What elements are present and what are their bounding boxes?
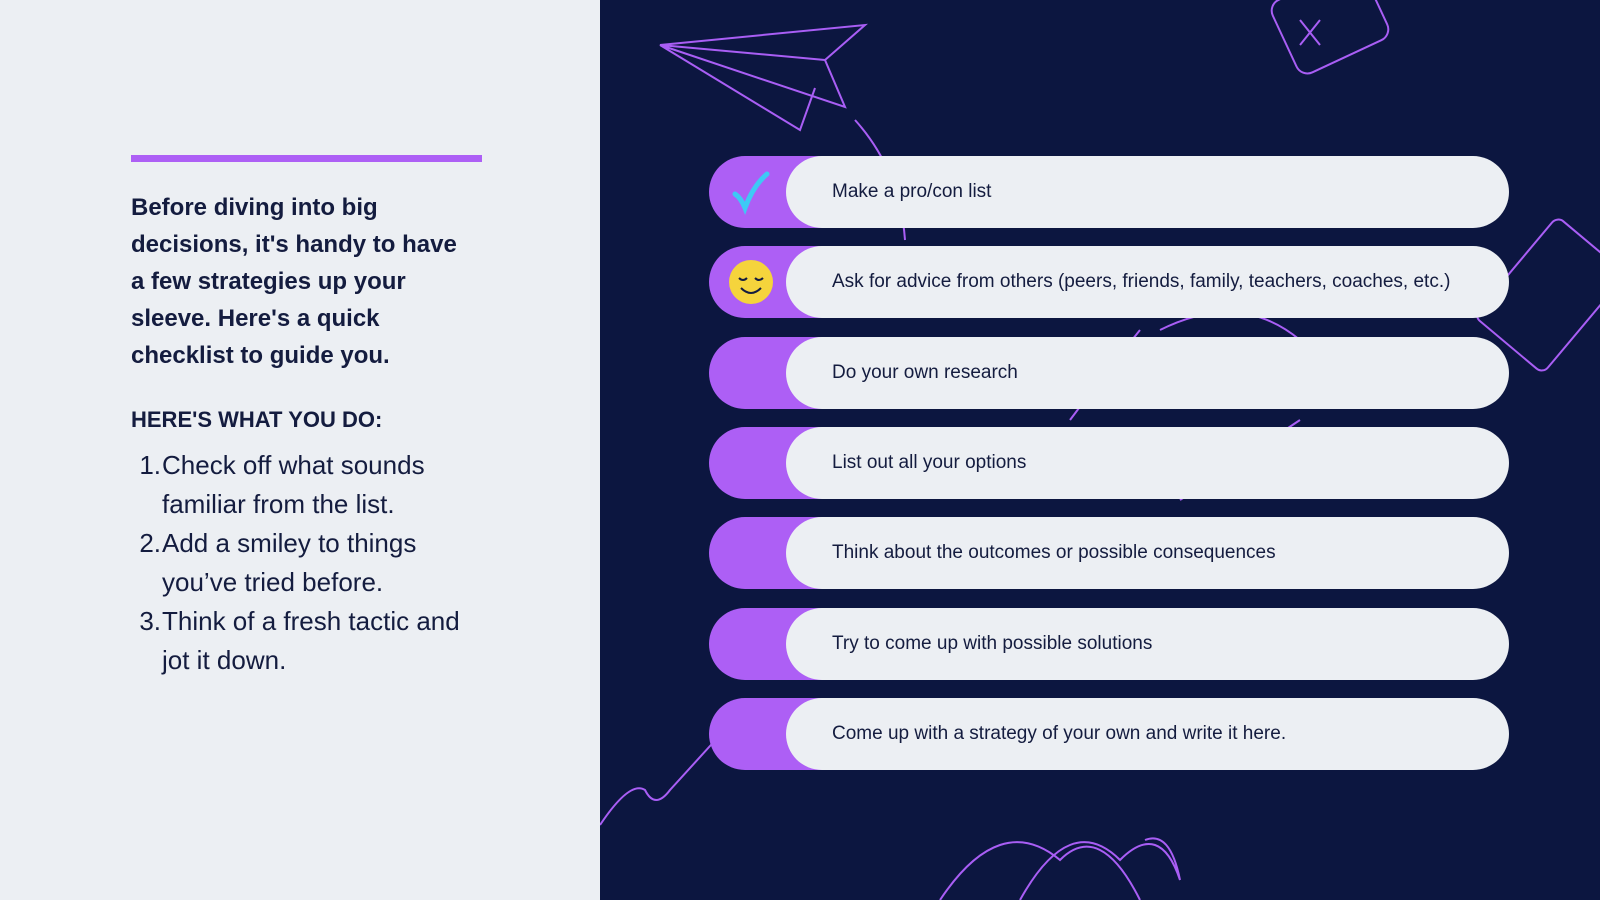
- step-text: Add a smiley to things you’ve tried befo…: [162, 528, 417, 597]
- checklist-item: List out all your options: [709, 427, 1509, 499]
- item-text: Do your own research: [832, 362, 1018, 383]
- checklist-item: Make a pro/con list: [709, 156, 1509, 228]
- step-number: 3.: [139, 606, 161, 636]
- calculator-x: [1299, 19, 1321, 46]
- item-text: Make a pro/con list: [832, 181, 992, 202]
- checklist-item: Think about the outcomes or possible con…: [709, 517, 1509, 589]
- item-pill: Do your own research: [786, 337, 1509, 409]
- item-pill: Think about the outcomes or possible con…: [786, 517, 1509, 589]
- scribble: [939, 837, 1181, 900]
- check-icon: [732, 171, 770, 216]
- calculator: [1270, 0, 1390, 75]
- instructions-heading: HERE'S WHAT YOU DO:: [131, 407, 383, 432]
- step-number: 1.: [139, 450, 161, 480]
- smiley-icon: [729, 260, 773, 304]
- step-text: Think of a fresh tactic and jot it down.: [162, 606, 460, 675]
- squiggle: [600, 734, 721, 826]
- accent-bar: [131, 155, 482, 162]
- left-panel: Before diving into big decisions, it's h…: [0, 0, 600, 900]
- step: 3. Think of a fresh tactic and jot it dow…: [131, 602, 471, 680]
- item-text: Ask for advice from others (peers, frien…: [832, 271, 1451, 292]
- checklist-item: Come up with a strategy of your own and …: [709, 698, 1509, 770]
- checklist-item: Try to come up with possible solutions: [709, 608, 1509, 680]
- item-pill: Ask for advice from others (peers, frien…: [786, 246, 1509, 318]
- checklist-item: Do your own research: [709, 337, 1509, 409]
- item-pill: Make a pro/con list: [786, 156, 1509, 228]
- checklist-item: Ask for advice from others (peers, frien…: [709, 246, 1509, 318]
- item-pill: Try to come up with possible solutions: [786, 608, 1509, 680]
- step-number: 2.: [139, 528, 161, 558]
- item-text: Think about the outcomes or possible con…: [832, 542, 1276, 563]
- paper-plane: [659, 23, 869, 132]
- step-text: Check off what sounds familiar from the …: [162, 450, 425, 519]
- item-pill: List out all your options: [786, 427, 1509, 499]
- step: 2. Add a smiley to things you’ve tried be…: [131, 524, 471, 602]
- item-text: List out all your options: [832, 452, 1027, 473]
- item-text: Come up with a strategy of your own and …: [832, 723, 1287, 744]
- intro-text: Before diving into big decisions, it's h…: [131, 194, 457, 369]
- step: 1. Check off what sounds familiar from th…: [131, 446, 471, 524]
- item-pill: Come up with a strategy of your own and …: [786, 698, 1509, 770]
- item-text: Try to come up with possible solutions: [832, 633, 1153, 654]
- notebook: [1476, 218, 1600, 372]
- steps-list: 1. Check off what sounds familiar from th…: [131, 446, 471, 680]
